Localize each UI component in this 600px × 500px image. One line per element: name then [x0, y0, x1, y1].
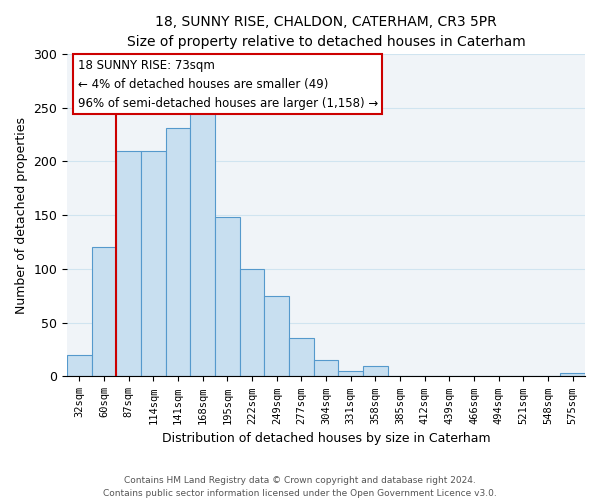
Bar [215, 218, 240, 376]
Bar [265, 296, 289, 376]
Y-axis label: Number of detached properties: Number of detached properties [15, 116, 28, 314]
Title: 18, SUNNY RISE, CHALDON, CATERHAM, CR3 5PR
Size of property relative to detached: 18, SUNNY RISE, CHALDON, CATERHAM, CR3 5… [127, 15, 526, 48]
Bar [289, 338, 314, 376]
Bar [116, 150, 141, 376]
Bar [166, 128, 190, 376]
Bar [314, 360, 338, 376]
Bar [190, 108, 215, 376]
Bar [240, 269, 265, 376]
Bar [92, 248, 116, 376]
Bar [67, 355, 92, 376]
Bar [560, 373, 585, 376]
Text: Contains HM Land Registry data © Crown copyright and database right 2024.
Contai: Contains HM Land Registry data © Crown c… [103, 476, 497, 498]
X-axis label: Distribution of detached houses by size in Caterham: Distribution of detached houses by size … [162, 432, 490, 445]
Bar [141, 150, 166, 376]
Bar [363, 366, 388, 376]
Text: 18 SUNNY RISE: 73sqm
← 4% of detached houses are smaller (49)
96% of semi-detach: 18 SUNNY RISE: 73sqm ← 4% of detached ho… [77, 58, 378, 110]
Bar [338, 371, 363, 376]
